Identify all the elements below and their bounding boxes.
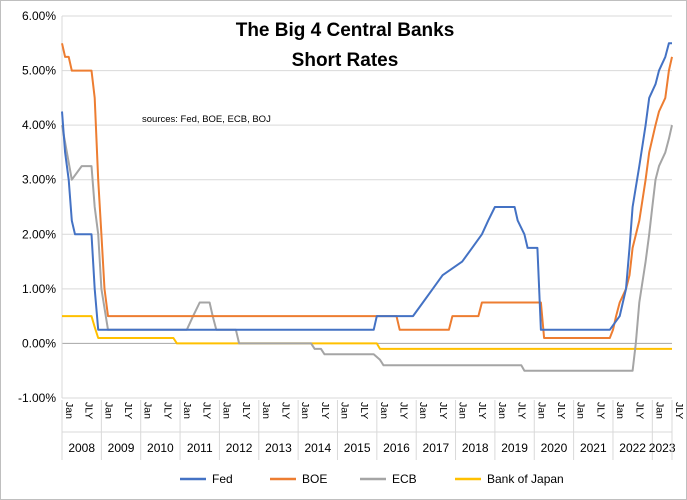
sources-annotation: sources: Fed, BOE, ECB, BOJ — [142, 114, 271, 125]
year-label: 2015 — [344, 441, 371, 455]
year-label: 2023 — [649, 441, 676, 455]
month-tick-label: Jan — [653, 402, 665, 419]
month-tick-label: Jan — [220, 402, 232, 419]
month-tick-label: JLY — [83, 402, 95, 419]
series-line-bank-of-japan — [62, 315, 672, 350]
legend-label: ECB — [392, 472, 417, 486]
month-tick-label: Jan — [378, 402, 390, 419]
x-axis: 2008 Jan JLY 2009 Jan JLY 2010 Jan JLY 2011 Jan JLY… — [61, 16, 685, 460]
legend: Fed BOE ECB Bank of Japan — [180, 472, 564, 486]
y-tick-label: 5.00% — [22, 64, 56, 78]
year-label: 2020 — [541, 441, 568, 455]
legend-label: Bank of Japan — [487, 472, 564, 486]
year-label: 2014 — [304, 441, 331, 455]
month-tick-label: JLY — [240, 402, 252, 419]
month-tick-label: Jan — [102, 402, 114, 419]
month-tick-label: Jan — [614, 402, 626, 419]
grid-lines — [62, 15, 672, 399]
month-tick-label: JLY — [594, 402, 606, 419]
month-tick-label: Jan — [417, 402, 429, 419]
y-tick-label: 4.00% — [22, 118, 56, 132]
y-axis-tick-labels: -1.00% 0.00% 1.00% 2.00% 3.00% 4.00% 5.00% 6.00… — [18, 9, 56, 405]
y-tick-label: 0.00% — [22, 336, 56, 350]
year-label: 2021 — [580, 441, 607, 455]
month-tick-label: JLY — [319, 402, 331, 419]
y-tick-label: 6.00% — [22, 9, 56, 23]
series-line-fed — [61, 42, 672, 331]
month-tick-label: Jan — [142, 402, 154, 419]
month-tick-label: JLY — [673, 402, 685, 419]
month-tick-label: Jan — [535, 402, 547, 419]
month-tick-label: Jan — [260, 402, 272, 419]
month-tick-label: Jan — [63, 402, 75, 419]
month-tick-label: JLY — [437, 402, 449, 419]
month-tick-label: JLY — [516, 402, 528, 419]
y-tick-label: 3.00% — [22, 173, 56, 187]
month-tick-label: JLY — [161, 402, 173, 419]
year-label: 2016 — [383, 441, 410, 455]
month-tick-label: JLY — [279, 402, 291, 419]
month-tick-label: JLY — [398, 402, 410, 419]
chart-title-line-2: Short Rates — [292, 50, 399, 71]
legend-label: BOE — [302, 472, 327, 486]
series-line-boe — [61, 43, 673, 339]
y-tick-label: 2.00% — [22, 227, 56, 241]
month-tick-label: Jan — [299, 402, 311, 419]
month-tick-label: Jan — [496, 402, 508, 419]
month-tick-label: JLY — [555, 402, 567, 419]
series-line-ecb — [61, 124, 673, 372]
legend-label: Fed — [212, 472, 233, 486]
year-label: 2022 — [619, 441, 646, 455]
year-label: 2019 — [501, 441, 528, 455]
year-label: 2018 — [462, 441, 489, 455]
chart-title-line-1: The Big 4 Central Banks — [236, 20, 455, 41]
month-tick-label: JLY — [122, 402, 134, 419]
year-label: 2012 — [226, 441, 253, 455]
y-tick-label: -1.00% — [18, 391, 56, 405]
month-tick-label: Jan — [181, 402, 193, 419]
month-tick-label: JLY — [634, 402, 646, 419]
y-tick-label: 1.00% — [22, 282, 56, 296]
series-lines — [61, 42, 673, 372]
year-label: 2013 — [265, 441, 292, 455]
month-tick-label: JLY — [358, 402, 370, 419]
year-label: 2010 — [147, 441, 174, 455]
year-label: 2017 — [423, 441, 450, 455]
year-label: 2011 — [187, 441, 213, 455]
year-label: 2009 — [108, 441, 135, 455]
year-label: 2008 — [68, 441, 95, 455]
month-tick-label: JLY — [476, 402, 488, 419]
month-tick-label: Jan — [338, 402, 350, 419]
month-tick-label: Jan — [457, 402, 469, 419]
month-tick-label: Jan — [575, 402, 587, 419]
month-tick-label: JLY — [201, 402, 213, 419]
